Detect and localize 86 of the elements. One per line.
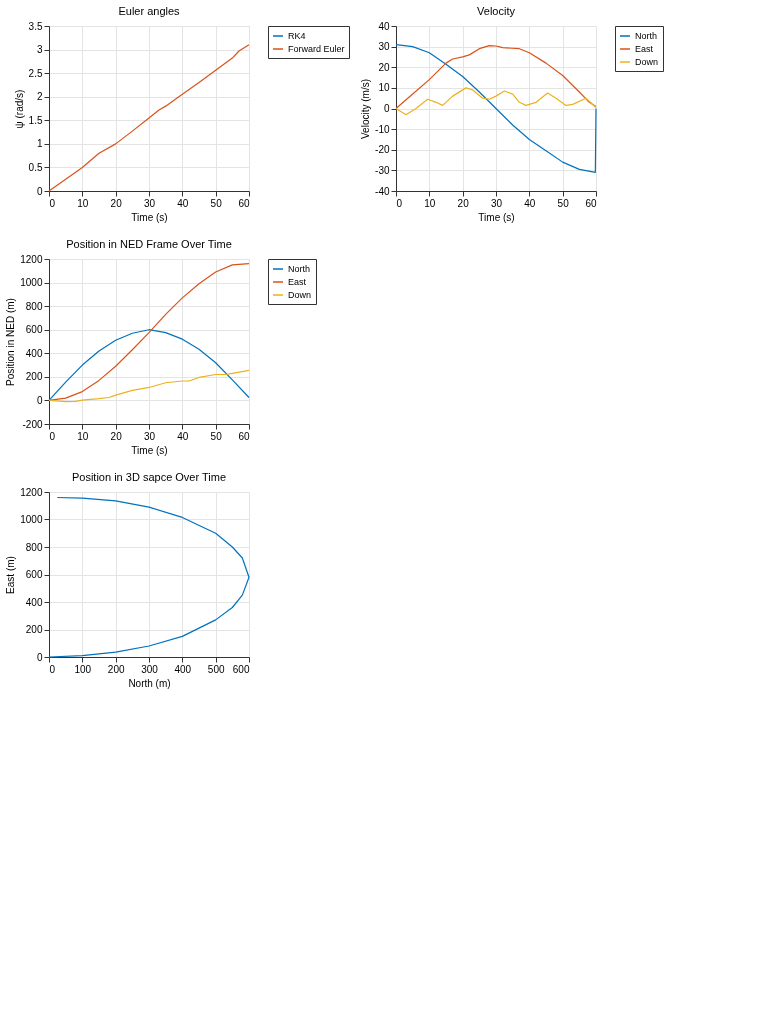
x-tick-label: 60 bbox=[585, 197, 597, 209]
y-tick-label: -200 bbox=[22, 418, 43, 430]
x-tick-label: 20 bbox=[110, 197, 123, 209]
line-series bbox=[48, 329, 250, 402]
y-tick-label: -20 bbox=[375, 144, 390, 156]
y-tick-label: 400 bbox=[25, 596, 43, 608]
x-axis-title: Time (s) bbox=[131, 444, 168, 456]
chart-title: Position in NED Frame Over Time bbox=[66, 238, 232, 250]
x-tick-label: 30 bbox=[143, 430, 156, 442]
x-tick-label: 40 bbox=[177, 430, 189, 442]
y-tick-label: 1000 bbox=[20, 277, 43, 289]
y-tick-label: 30 bbox=[378, 41, 390, 53]
x-tick-label: 500 bbox=[207, 663, 225, 675]
y-tick-label: 0 bbox=[36, 394, 43, 406]
y-tick-label: -40 bbox=[375, 185, 390, 197]
y-tick-label: 0 bbox=[36, 185, 43, 197]
x-tick-label: 10 bbox=[77, 197, 89, 209]
x-tick-label: 30 bbox=[490, 197, 503, 209]
y-tick-label: 1200 bbox=[20, 253, 43, 265]
x-axis-title: Time (s) bbox=[478, 211, 515, 223]
line-series bbox=[395, 44, 597, 110]
y-tick-label: 3.5 bbox=[28, 20, 43, 32]
line-series bbox=[395, 43, 597, 174]
y-axis-title: ψ (rad/s) bbox=[13, 89, 25, 129]
legend-label: Down bbox=[635, 57, 659, 67]
y-tick-label: 0 bbox=[36, 651, 43, 663]
legend-label: Forward Euler bbox=[288, 44, 345, 54]
x-tick-label: 0 bbox=[49, 430, 56, 442]
x-tick-label: 100 bbox=[74, 663, 92, 675]
legend-label: RK4 bbox=[288, 31, 306, 41]
y-tick-label: 200 bbox=[25, 624, 43, 635]
y-tick-label: 0.5 bbox=[28, 161, 43, 173]
y-tick-label: -30 bbox=[375, 164, 390, 176]
x-tick-label: 60 bbox=[238, 197, 250, 209]
y-tick-label: 400 bbox=[25, 347, 43, 359]
y-tick-label: 1 bbox=[36, 138, 43, 150]
legend-label: East bbox=[635, 44, 654, 54]
y-tick-label: 2.5 bbox=[28, 67, 43, 79]
x-axis-title: Time (s) bbox=[131, 211, 168, 223]
x-tick-label: 20 bbox=[110, 430, 123, 442]
y-tick-label: -10 bbox=[375, 123, 390, 135]
chart-title: Position in 3D sapce Over Time bbox=[71, 471, 227, 483]
legend-label: North bbox=[635, 31, 658, 41]
y-axis-title: Velocity (m/s) bbox=[360, 78, 372, 140]
x-tick-label: 10 bbox=[77, 430, 89, 442]
x-tick-label: 50 bbox=[210, 430, 223, 442]
x-tick-label: 40 bbox=[177, 197, 189, 209]
x-tick-label: 0 bbox=[396, 197, 403, 209]
x-tick-label: 50 bbox=[557, 197, 570, 209]
x-tick-label: 300 bbox=[141, 663, 159, 675]
x-tick-label: 20 bbox=[457, 197, 470, 209]
x-tick-label: 50 bbox=[210, 197, 223, 209]
y-tick-label: 1200 bbox=[20, 486, 43, 498]
x-tick-label: 0 bbox=[49, 663, 56, 675]
y-tick-label: 800 bbox=[25, 300, 43, 312]
y-axis-title: Position in NED (m) bbox=[5, 298, 17, 386]
line-series bbox=[48, 369, 250, 403]
legend-label: North bbox=[288, 264, 311, 274]
y-axis-title: East (m) bbox=[5, 556, 17, 594]
chart-title: Velocity bbox=[477, 5, 516, 17]
x-tick-label: 400 bbox=[174, 663, 192, 675]
y-tick-label: 1000 bbox=[20, 514, 43, 525]
x-tick-label: 600 bbox=[232, 663, 250, 675]
x-axis-title: North (m) bbox=[128, 677, 171, 689]
line-series bbox=[48, 263, 250, 402]
y-tick-label: 600 bbox=[25, 569, 43, 580]
x-tick-label: 0 bbox=[49, 197, 56, 209]
x-tick-label: 200 bbox=[107, 663, 125, 675]
x-tick-label: 30 bbox=[143, 197, 156, 209]
y-tick-label: 20 bbox=[378, 61, 390, 73]
chart-title: Euler angles bbox=[118, 5, 181, 17]
x-tick-label: 60 bbox=[238, 430, 250, 442]
y-tick-label: 1.5 bbox=[28, 114, 43, 126]
y-tick-label: 40 bbox=[378, 20, 390, 32]
x-tick-label: 40 bbox=[524, 197, 536, 209]
y-tick-label: 600 bbox=[25, 324, 43, 336]
y-tick-label: 200 bbox=[25, 371, 43, 383]
y-tick-label: 10 bbox=[378, 82, 390, 94]
y-tick-label: 800 bbox=[25, 541, 43, 553]
x-tick-label: 10 bbox=[424, 197, 436, 209]
y-tick-label: 2 bbox=[36, 91, 43, 103]
y-tick-label: 3 bbox=[36, 44, 43, 56]
line-series bbox=[395, 87, 597, 116]
legend-label: Down bbox=[288, 290, 312, 300]
legend-label: East bbox=[288, 277, 307, 287]
y-tick-label: 0 bbox=[383, 103, 390, 114]
